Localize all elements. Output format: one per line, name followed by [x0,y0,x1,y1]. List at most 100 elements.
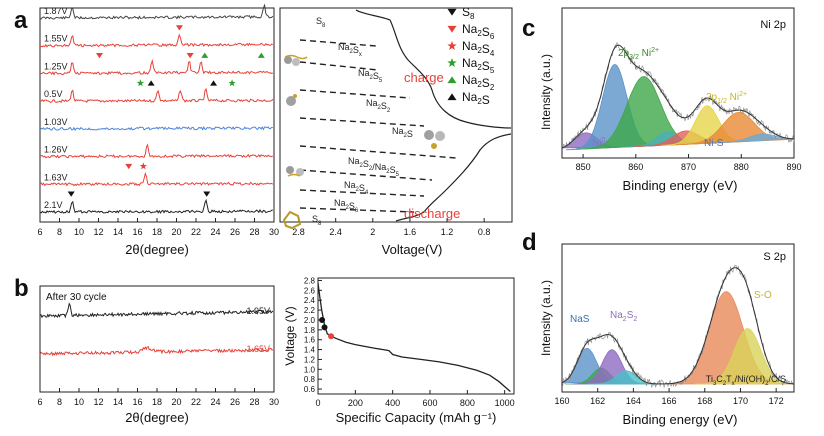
a-xrd-x-tick-label: 20 [171,227,181,237]
panel-letter-b: b [14,275,29,302]
c-plot-x-tick-label: 850 [576,162,591,172]
c-plot-x-tick-label: 880 [734,162,749,172]
b-xrd-x-tick-label: 18 [152,397,162,407]
a-xrd-x-tick-label: 16 [132,227,142,237]
xps-envelope [561,267,794,385]
a-xrd-x-tick-label: 30 [269,227,279,237]
molecule-icon [284,54,308,66]
c-label-ni0: Ni0 [592,137,605,149]
xrd-marker-3 [201,52,209,58]
b-dis-y-tick-label: 1.0 [304,365,316,374]
xrd-series-label: 1.26V [44,145,68,155]
a-volt-x-tick-label: 0.8 [478,227,491,237]
b-dis-x-tick-label: 600 [422,398,437,408]
xrd-marker-5 [136,79,145,87]
a-volt-x-tick-label: 1.2 [441,227,454,237]
b-dis-y-tick-label: 1.6 [304,336,316,345]
xrd-marker-0 [175,25,183,31]
b-xrd-x-tick-label: 28 [249,397,259,407]
a-xrd-frame [39,7,275,223]
b-dis-ylabel: Voltage (V) [283,306,297,365]
d-plot-x-tick-label: 168 [697,396,712,406]
phase-label: Na2S5 [358,68,383,84]
a-xrd-x-tick-label: 14 [113,227,123,237]
d-plot-x-tick-label: 172 [769,396,784,406]
molecule-icon [286,94,297,106]
xrd-series-3 [39,87,274,104]
b-xrd-x-tick-label: 8 [57,397,62,407]
phase-divider-4 [299,145,457,159]
d-plot-x-tick-label: 170 [733,396,748,406]
xps-raw-data [561,41,795,149]
xrd-series-label: 2.1V [44,200,63,210]
c-plot-x-tick-label: 890 [786,162,801,172]
b-xrd-x-tick-label: 22 [191,397,201,407]
d-ylabel: Intensity (a.u.) [539,280,553,356]
b-xrd-x-tick-label: 10 [74,397,84,407]
b-xrd-x-tick-label: 14 [113,397,123,407]
phase-label: Na2S6 [334,198,359,214]
a-xrd-x-tick-label: 10 [74,227,84,237]
phase-label: S8 [316,16,326,29]
b-dis-y-tick-label: 2.4 [304,296,316,305]
a-xrd-x-tick-label: 28 [249,227,259,237]
legend-marker [447,25,457,33]
a-volt-x-tick-label: 2.8 [292,227,305,237]
a-xrd-x-tick-label: 22 [191,227,201,237]
b-dis-x-tick-label: 800 [460,398,475,408]
panel-a-voltage: S8Na2SxNa2S5Na2S2Na2SNa2S2/Na2S5Na2S4Na2… [279,5,513,257]
panel-c-ni2p: Ni 2p 850 860 870 880 890 Binding energy (eV… [539,7,802,193]
xrd-marker-12 [203,191,211,197]
b-dis-x-tick-label: 400 [385,398,400,408]
xrd-marker-6 [228,79,236,87]
charge-label: charge [404,70,444,85]
discharge-curve [395,133,512,222]
a-volt-x-tick-label: 1.6 [404,227,417,237]
a-xrd-x-tick-label: 18 [152,227,162,237]
legend-marker [447,58,457,67]
a-xrd-x-tick-label: 26 [230,227,240,237]
b-xrd-series-label: 1.65V [246,344,270,354]
xrd-series-7 [39,198,273,214]
xrd-marker-1 [95,52,103,59]
phase-divider-0 [299,39,377,47]
xrd-series-0 [39,3,274,20]
xrd-series-6 [39,171,274,187]
panel-b-discharge: 0 200 400 600 800 10000.60.81.01.21.41.61.82.… [283,276,515,425]
b-dis-x-tick-label: 200 [348,398,363,408]
b-xrd-x-tick-label: 30 [269,397,279,407]
c-label-2p12: 2p1/2 Ni2+ [706,91,747,105]
phase-divider-1 [299,61,379,71]
xrd-series-2 [39,58,273,76]
b-dis-y-tick-label: 0.8 [304,375,316,384]
discharge-point-1 [321,324,328,331]
xrd-series-label: 1.03V [44,117,68,127]
c-plot-x-tick-label: 860 [628,162,643,172]
c-plot-x-tick-label: 870 [681,162,696,172]
discharge-label: discharge [404,206,460,221]
d-plot-x-tick-label: 166 [662,396,677,406]
b-annotation: After 30 cycle [46,292,107,303]
d-title: S 2p [763,251,786,263]
phase-label: S8 [312,214,322,227]
b-dis-y-tick-label: 2.0 [304,316,316,325]
xrd-marker-8 [210,80,218,86]
legend-label: Na2S [462,90,490,107]
panel-b-xrd: After 30 cycle 1.95V 1.65V 6 8 10 12 14 16 18 20… [37,285,279,425]
molecule-icon [286,166,304,177]
d-plot-x-tick-label: 164 [626,396,641,406]
legend-label: S8 [462,5,475,21]
d-label-sample: Ti3C2Tx/Ni(OH)2/C/S [706,374,786,387]
b-dis-y-tick-label: 1.2 [304,355,316,364]
b-xrd-x-tick-label: 20 [171,397,181,407]
xrd-series-5 [39,143,274,159]
c-label-nis: Ni-S [704,138,724,149]
panel-a-xrd: 1.87V 1.55V 1.25V 0.5V 1.03V 1.26V 1.63V 2.1V 6… [37,3,279,257]
a-xrd-x-tick-label: 8 [57,227,62,237]
xps-peak-5 [694,328,794,385]
panel-d-s2p: S 2p 160 162 164 166 168 170 172 Binding energ… [539,243,795,427]
molecule-icon [424,130,445,149]
legend-label: Na2S6 [462,22,495,41]
phase-label: Na2S [392,126,413,139]
c-label-2p32: 2p3/2 Ni2+ [618,47,659,61]
